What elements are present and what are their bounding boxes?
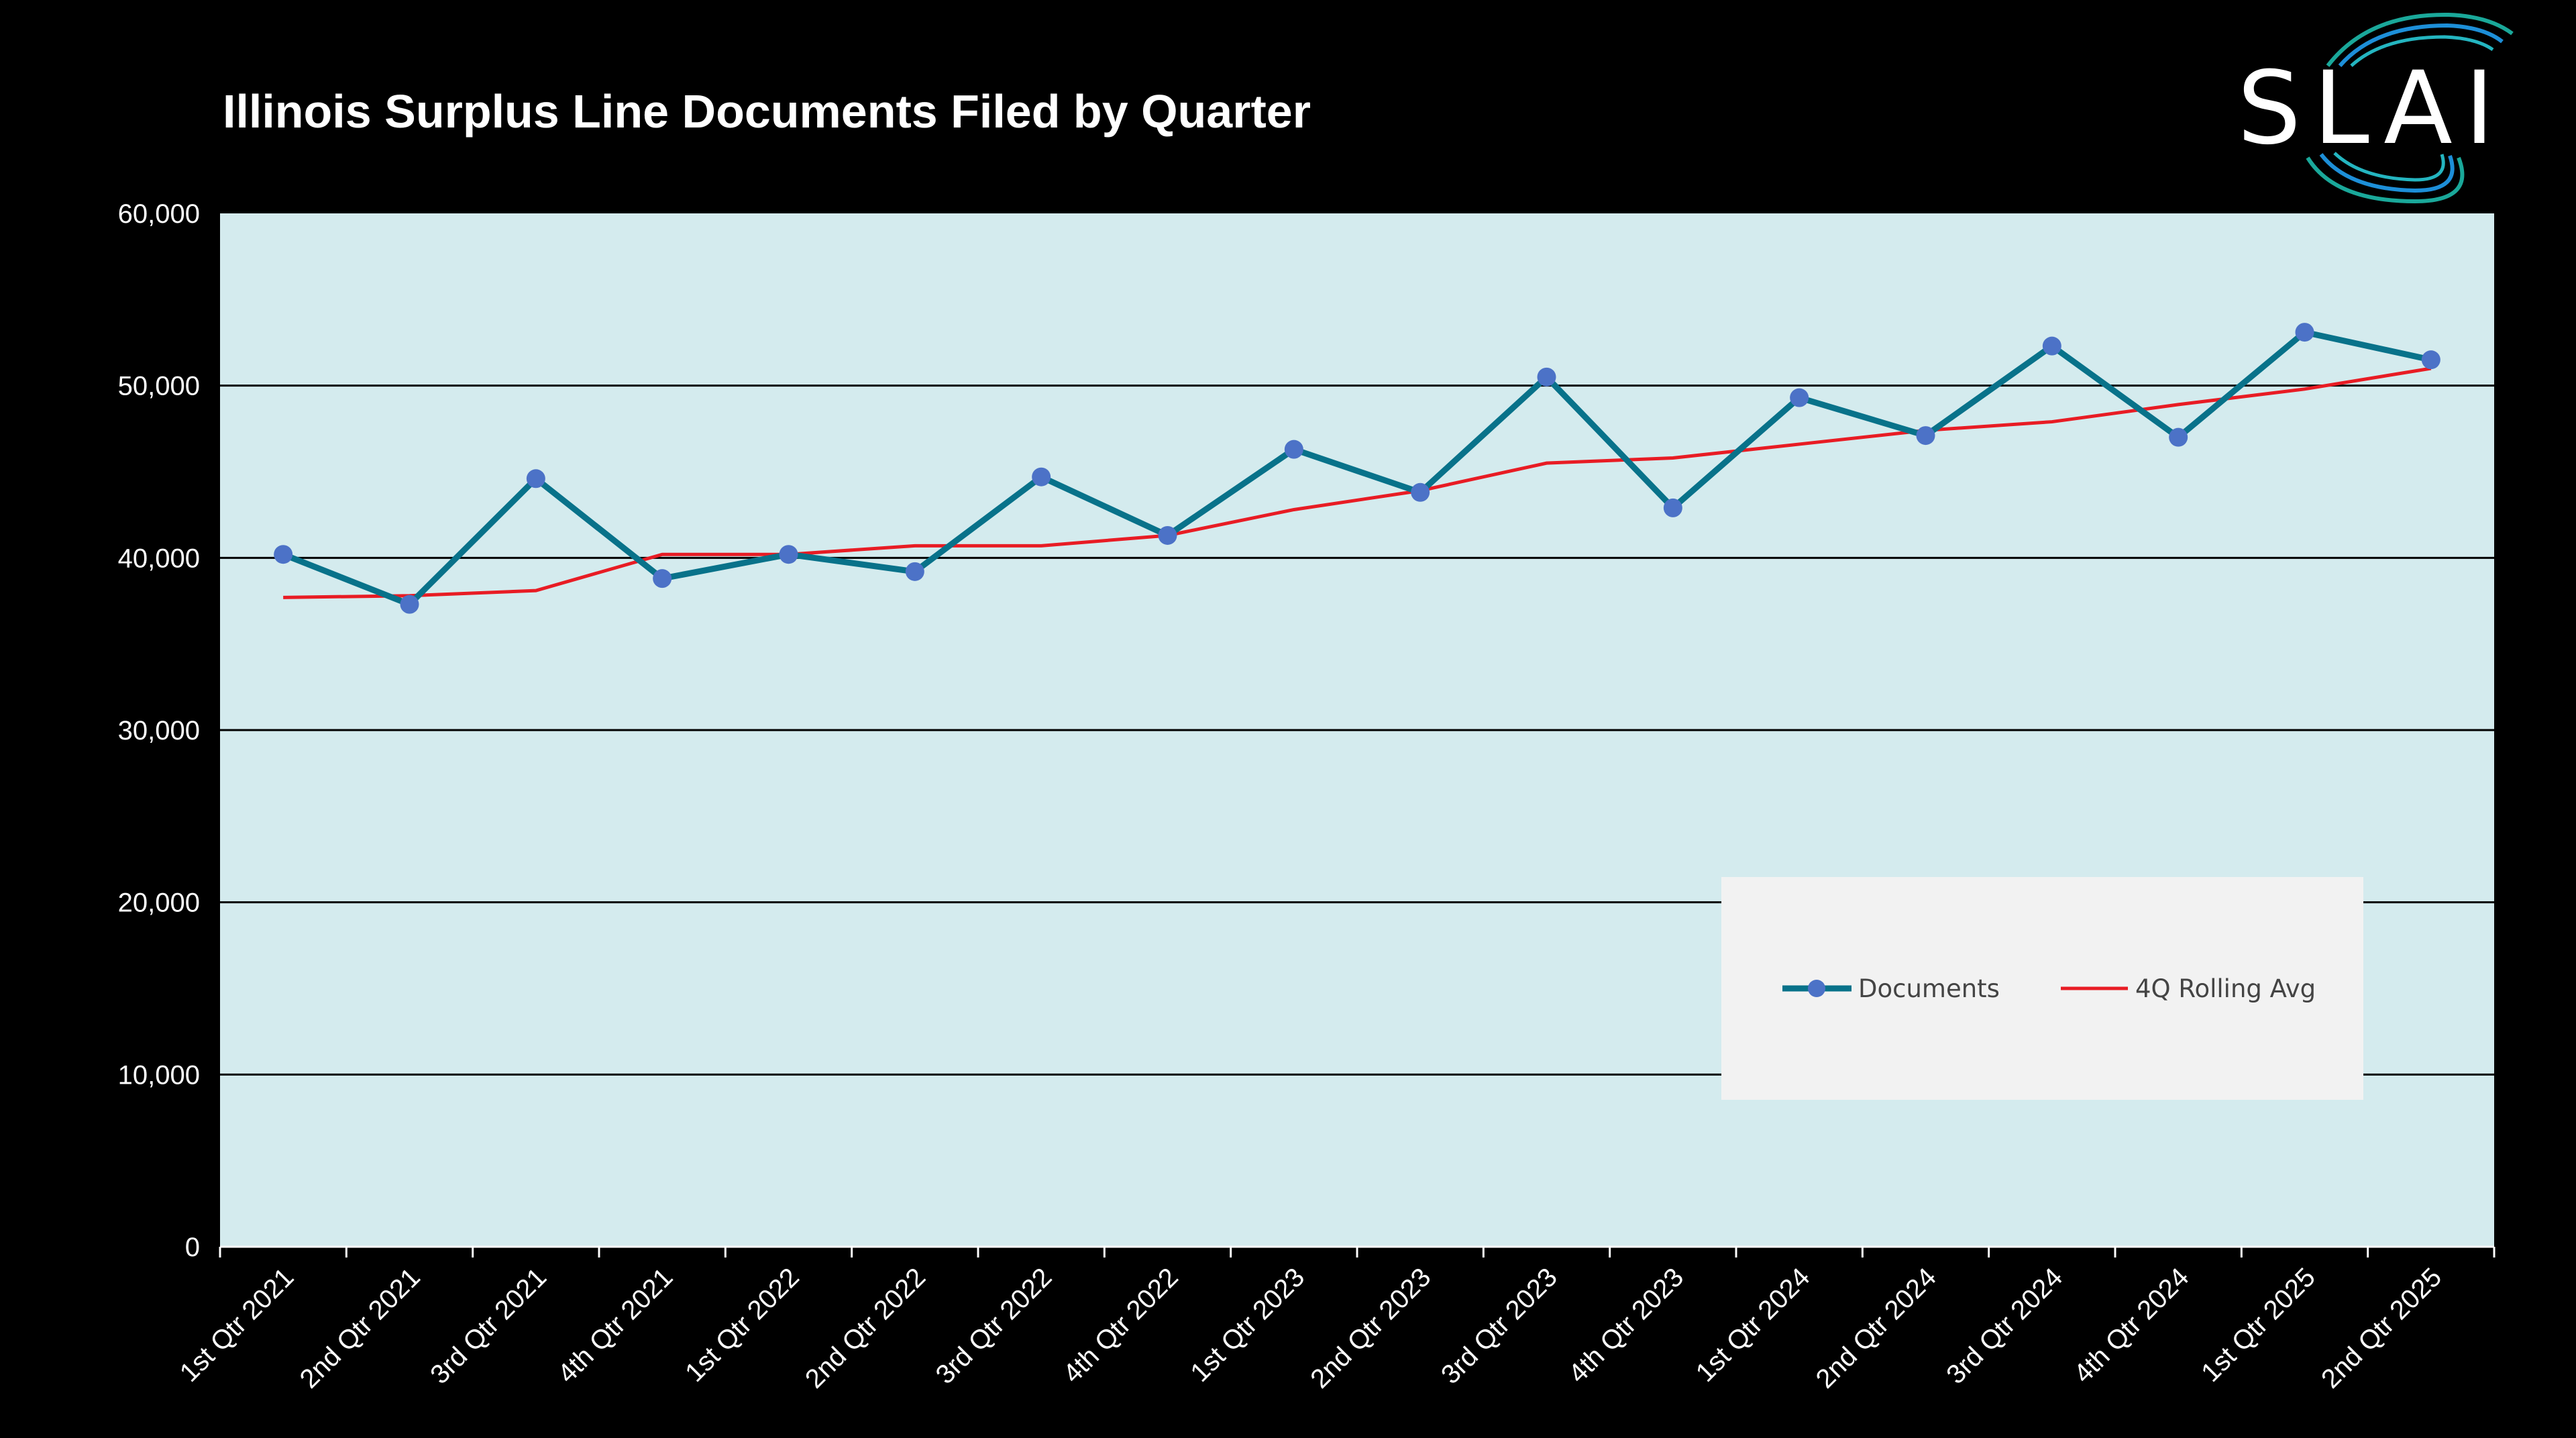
documents-point (1032, 467, 1051, 486)
slai-logo: SLAI (2237, 12, 2514, 204)
documents-point (526, 469, 545, 489)
y-axis-tick-labels: 0 10,000 20,000 30,000 40,000 50,000 60,000 (118, 199, 200, 1262)
y-tick-label: 0 (185, 1233, 200, 1262)
documents-point (1916, 426, 1935, 446)
documents-point (400, 595, 419, 614)
legend-item-rolling-avg: 4Q Rolling Avg (2061, 974, 2316, 1003)
axes (219, 1245, 2496, 1257)
y-tick-label: 10,000 (118, 1060, 200, 1090)
legend: Documents 4Q Rolling Avg (1721, 877, 2363, 1100)
documents-point (1790, 388, 1809, 407)
documents-point (779, 545, 798, 564)
documents-point (905, 562, 924, 581)
series-layer (274, 323, 2440, 614)
legend-documents-label: Documents (1858, 974, 2000, 1003)
legend-item-documents: Documents (1782, 974, 2000, 1003)
documents-point (1158, 525, 1177, 545)
logo-text: SLAI (2237, 50, 2506, 167)
documents-point (1537, 367, 1556, 387)
y-tick-label: 50,000 (118, 372, 200, 401)
documents-point (1284, 440, 1303, 459)
legend-documents-marker-icon (1808, 980, 1825, 997)
y-tick-label: 40,000 (118, 544, 200, 573)
documents-point (2295, 323, 2314, 342)
y-tick-label: 60,000 (118, 199, 200, 229)
documents-point (1663, 498, 1682, 517)
documents-point (274, 545, 293, 564)
documents-point (2169, 427, 2188, 447)
legend-rolling-avg-label: 4Q Rolling Avg (2135, 974, 2316, 1003)
documents-point (2421, 350, 2440, 370)
chart-title: Illinois Surplus Line Documents Filed by… (223, 85, 1311, 138)
logo-arcs-icon (2306, 12, 2514, 204)
y-tick-label: 30,000 (118, 716, 200, 746)
documents-point (1411, 482, 1430, 502)
y-tick-label: 20,000 (118, 888, 200, 918)
series-line-documents (282, 329, 2432, 608)
documents-point (2042, 336, 2061, 356)
documents-point (653, 569, 672, 588)
